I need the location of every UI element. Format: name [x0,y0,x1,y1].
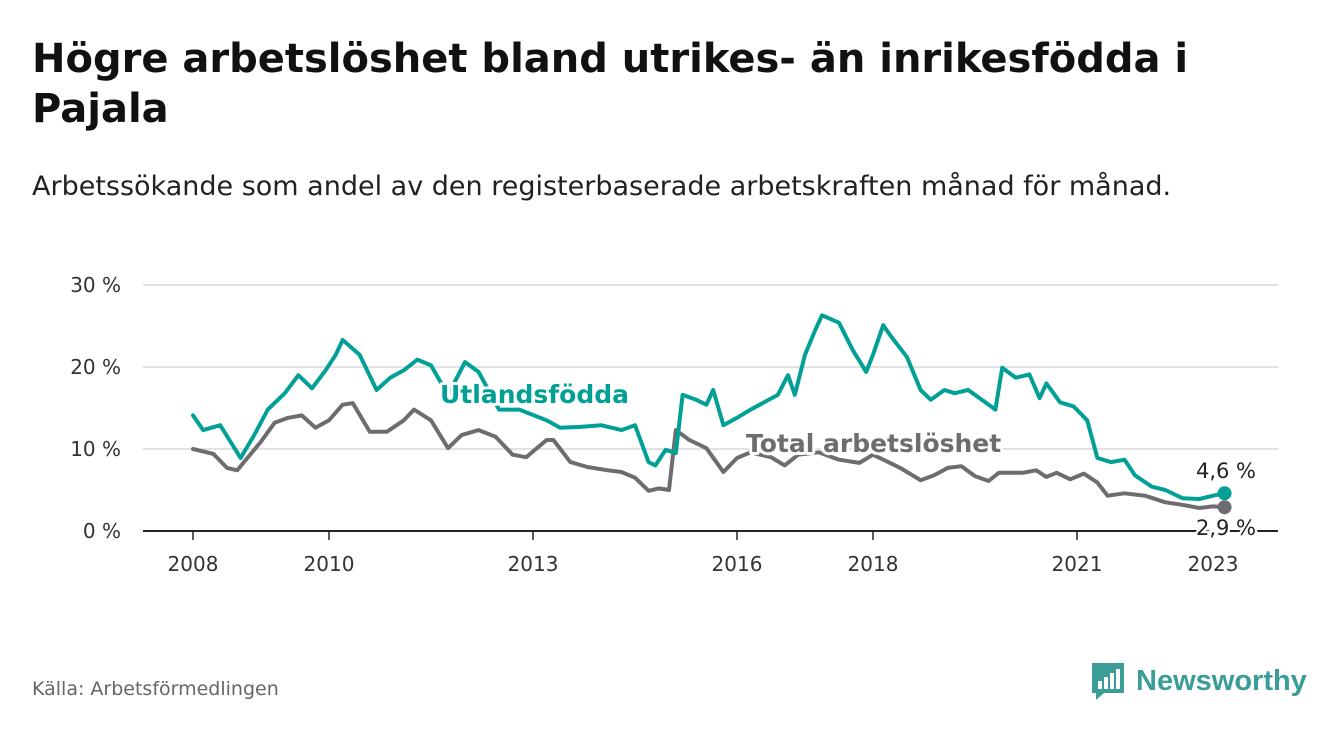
newsworthy-logo-icon [1092,663,1124,700]
y-tick-label: 20 % [70,355,121,379]
newsworthy-logo: Newsworthy [1090,661,1307,701]
source-note: Källa: Arbetsförmedlingen [32,678,279,700]
chart-subtitle: Arbetssökande som andel av den registerb… [32,171,1172,202]
x-tick-label: 2010 [304,552,355,576]
chart-title: Högre arbetslöshet bland utrikes- än inr… [32,36,1189,132]
y-tick-label: 30 % [70,273,121,297]
series-end-dot [1217,500,1232,515]
series-labels: Utlandsfödda Total arbetslöshet 4,6 % 2,9 % [437,377,1259,543]
x-tick-label: 2013 [508,552,559,576]
series-lines [191,313,1232,515]
x-tick-label: 2016 [712,552,763,576]
end-label-utlandsfodda: 4,6 % [1196,459,1256,483]
y-tick-label: 0 % [83,519,121,543]
x-axis: 2008 2010 2013 2016 2018 2021 2023 [143,530,1278,576]
series-line-total [191,401,1227,510]
x-tick-label: 2023 [1188,552,1239,576]
end-label-total: 2,9 % [1196,516,1256,540]
series-label-total: Total arbetslöshet [746,429,1001,458]
y-tick-label: 10 % [70,437,121,461]
x-tick-label: 2008 [168,552,219,576]
gridlines [143,284,1278,450]
series-end-dot [1217,486,1232,501]
newsworthy-logo-text: Newsworthy [1136,664,1307,697]
x-tick-label: 2021 [1052,552,1103,576]
series-line-utlandsfodda [191,313,1227,501]
x-tick-label: 2018 [848,552,899,576]
y-axis: 0 % 10 % 20 % 30 % [70,273,121,543]
series-label-utlandsfodda: Utlandsfödda [440,380,629,409]
